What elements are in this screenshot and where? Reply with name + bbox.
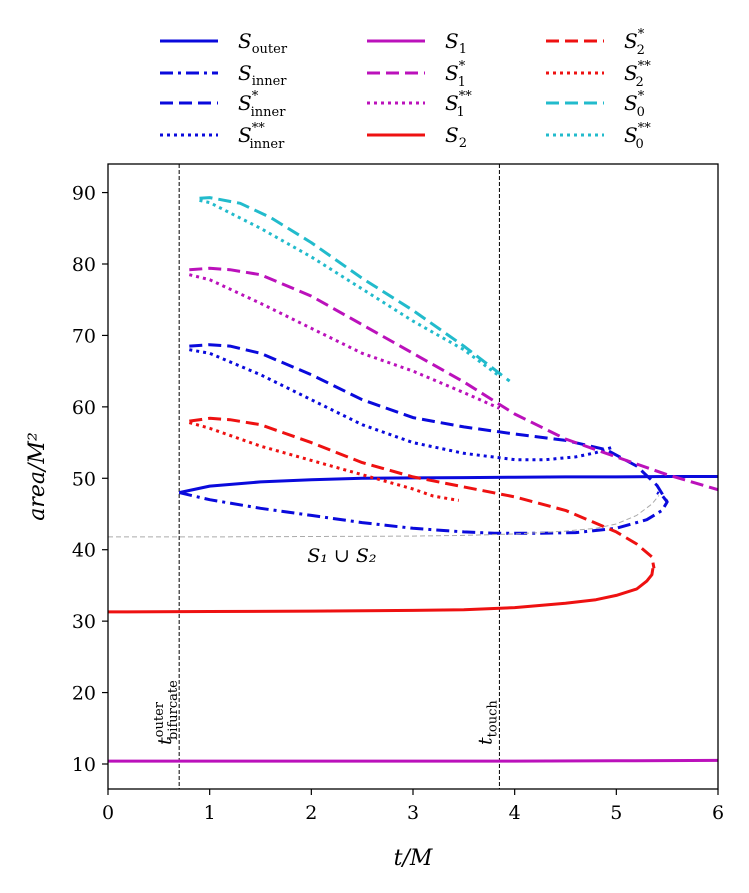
series-line-S_2_2star bbox=[188, 421, 460, 502]
y-tick-label: 90 bbox=[72, 183, 96, 205]
series-line-S_inner bbox=[178, 491, 669, 535]
vline-label-t_touch: ttouch bbox=[474, 700, 500, 745]
y-tick-label: 20 bbox=[72, 683, 96, 705]
series-line-S_1_2star bbox=[188, 273, 501, 410]
y-tick-label: 30 bbox=[72, 611, 96, 633]
legend-label-S_inner_star: S* inner bbox=[238, 89, 286, 120]
y-tick-label: 10 bbox=[72, 754, 96, 776]
series-line-S_0_2star bbox=[199, 198, 501, 378]
x-tick-label: 3 bbox=[407, 802, 419, 824]
x-tick-label: 5 bbox=[610, 802, 622, 824]
y-axis-label: area/M² bbox=[25, 432, 50, 521]
legend-label-S_1_2star: S** 1 bbox=[445, 89, 472, 120]
series-line-S_2_star bbox=[189, 416, 656, 569]
series-line-S_1 bbox=[108, 758, 718, 763]
legend-label-S_inner_2star: S** inner bbox=[238, 121, 285, 152]
legend-label-S_2_star: S* 2 bbox=[624, 27, 645, 58]
series-line-S_inner_2star bbox=[189, 348, 612, 462]
legend-label-S_2_2star: S** 2 bbox=[624, 59, 651, 90]
y-tick-label: 80 bbox=[72, 254, 96, 276]
legend-label-S_0_star: S* 0 bbox=[624, 89, 645, 120]
axes: 0 1 2 3 4 5 6 10 20 30 40 50 60 70 80 90 t/M area/M² toute… bbox=[25, 163, 724, 871]
y-tick-label: 50 bbox=[72, 468, 96, 490]
series-line-S_2 bbox=[108, 568, 655, 614]
legend-label-S_0_2star: S** 0 bbox=[624, 121, 651, 152]
x-axis-label: t/M bbox=[394, 846, 433, 871]
series-line-S_outer bbox=[178, 475, 718, 495]
series-line-S_1_star bbox=[189, 266, 718, 492]
x-tick-label: 0 bbox=[102, 802, 114, 824]
y-tick-label: 40 bbox=[72, 540, 96, 562]
x-tick-label: 4 bbox=[509, 802, 521, 824]
y-tick-label: 60 bbox=[72, 397, 96, 419]
legend-label-S_outer: Souter bbox=[238, 29, 288, 57]
legend-label-S_1: S1 bbox=[445, 29, 467, 57]
union-label: S₁ ∪ S₂ bbox=[307, 545, 376, 567]
vline-label-t_bifurcate_outer: touterbifurcate bbox=[152, 680, 181, 745]
legend-label-S_inner: Sinner bbox=[238, 61, 287, 89]
x-tick-label: 6 bbox=[712, 802, 724, 824]
series-line-S_0_star bbox=[199, 196, 511, 383]
legend-label-S_2: S2 bbox=[445, 123, 467, 151]
x-tick-label: 2 bbox=[305, 802, 317, 824]
legend-label-S_1_star: S* 1 bbox=[445, 59, 466, 90]
y-tick-label: 70 bbox=[72, 325, 96, 347]
plot-area bbox=[108, 164, 718, 789]
x-tick-label: 1 bbox=[204, 802, 216, 824]
series-line-S_inner_star bbox=[189, 343, 669, 503]
series-line-S1_union_S2 bbox=[108, 495, 660, 538]
